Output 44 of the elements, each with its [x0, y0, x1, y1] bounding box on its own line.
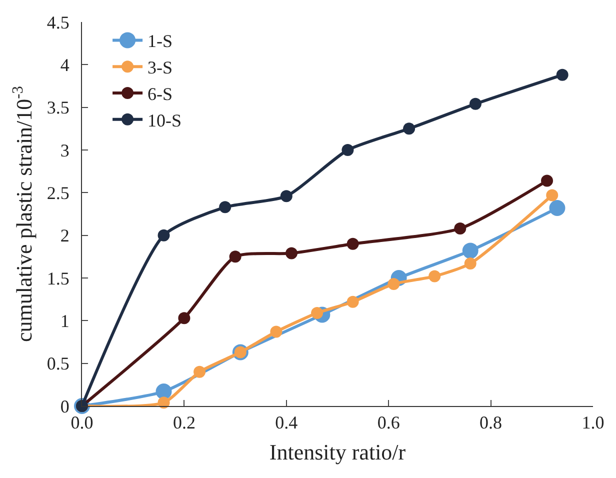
point [229, 250, 242, 263]
y-tick-label: 1.5 [46, 268, 70, 288]
x-tick-label: 0.6 [377, 412, 400, 433]
point [549, 200, 566, 216]
x-tick-label: 0.8 [480, 412, 502, 433]
point [286, 247, 298, 260]
y-tick-label: 1 [60, 310, 70, 331]
point [346, 238, 359, 250]
point [156, 383, 172, 400]
y-tick-label: 3.5 [46, 98, 70, 118]
point [462, 242, 478, 259]
x-tick-label: 0.0 [70, 412, 94, 433]
legend-label: 10-S [148, 110, 182, 130]
point [428, 270, 441, 282]
point [403, 122, 416, 135]
point [342, 144, 354, 156]
point [280, 190, 292, 202]
x-axis-title: Intensity ratio/r [269, 440, 406, 464]
y-tick-label: 2 [60, 226, 70, 246]
point [346, 296, 359, 308]
point [270, 326, 282, 338]
y-tick-label: 4.5 [46, 12, 70, 32]
point [454, 222, 466, 235]
legend-label: 6-S [148, 84, 173, 104]
y-tick-label: 4 [60, 54, 70, 75]
point [546, 189, 558, 202]
point [469, 98, 482, 110]
x-tick-label: 0.2 [172, 412, 196, 433]
point [541, 174, 554, 187]
point [219, 201, 232, 214]
point [178, 312, 190, 324]
y-tick-label: 3 [60, 140, 70, 160]
y-tick-label: 0 [60, 396, 70, 416]
point [158, 229, 170, 242]
x-tick-label: 1.0 [582, 412, 604, 433]
point [158, 396, 170, 409]
point [556, 68, 568, 81]
y-tick-label: 2.5 [46, 182, 70, 203]
legend-label: 3-S [148, 58, 173, 78]
point [464, 257, 476, 270]
x-tick-label: 0.4 [275, 412, 298, 433]
point [194, 366, 206, 378]
y-tick-label: 0.5 [46, 354, 70, 374]
legend-label: 1-S [148, 31, 173, 52]
